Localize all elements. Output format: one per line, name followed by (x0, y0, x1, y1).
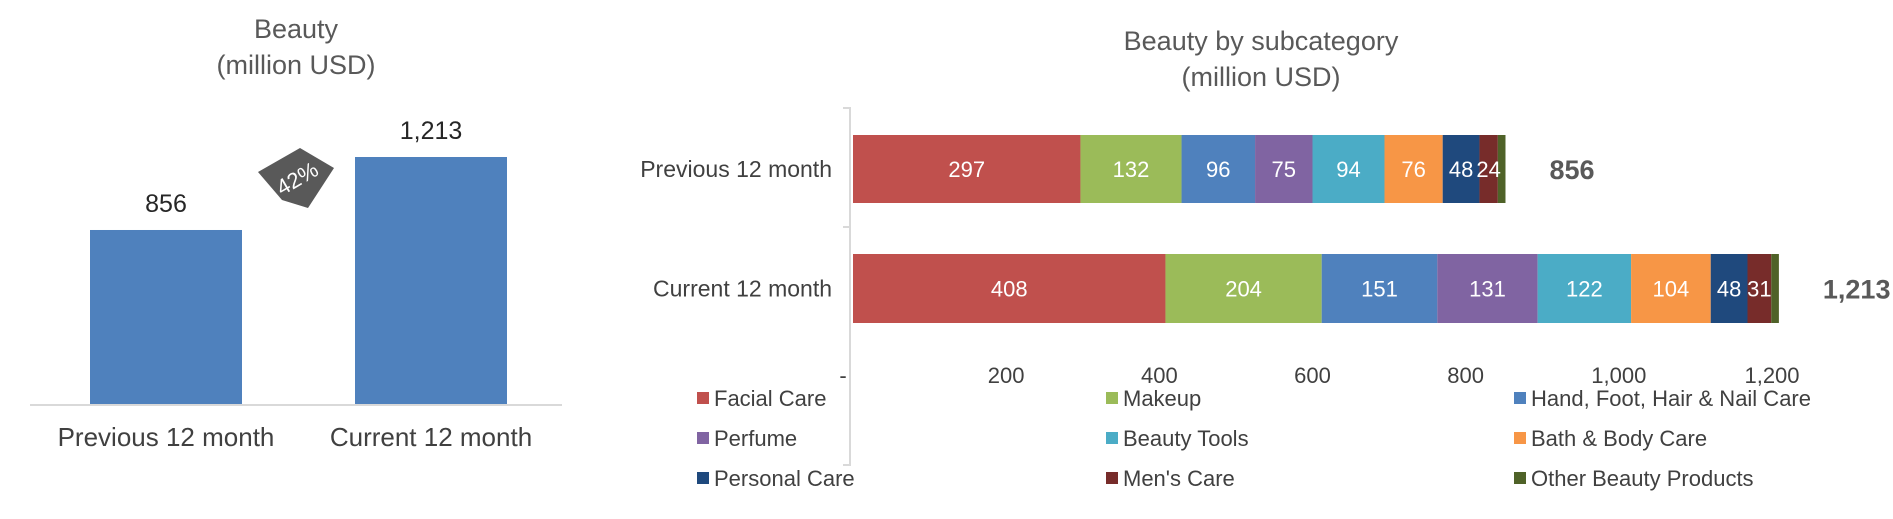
right-bar-segment (1312, 135, 1385, 203)
right-segment-label: 48 (1717, 277, 1741, 302)
right-total-label: 856 (1549, 155, 1594, 185)
right-bar-segment (1497, 135, 1506, 203)
legend-item: Personal Care (697, 466, 855, 491)
right-bar-segment (1710, 254, 1748, 323)
legend-item: Hand, Foot, Hair & Nail Care (1514, 386, 1811, 411)
right-bar-segment (1442, 135, 1480, 203)
right-bar-segment (1631, 254, 1711, 323)
growth-badge: 42% (258, 148, 334, 208)
legend-swatch (1514, 472, 1526, 484)
right-segment-label: 96 (1206, 157, 1230, 182)
right-category-labels: Previous 12 month Current 12 month (640, 156, 832, 302)
right-x-tick-label: 1,000 (1591, 363, 1646, 388)
right-bar-segment (1384, 135, 1443, 203)
right-segment-label: 24 (1476, 157, 1500, 182)
right-category-label: Current 12 month (653, 276, 832, 302)
legend-label: Other Beauty Products (1531, 466, 1754, 491)
right-segment-label: 297 (948, 157, 985, 182)
legend-label: Personal Care (714, 466, 855, 491)
right-segment-label: 131 (1469, 277, 1506, 302)
right-segment-label: 75 (1272, 157, 1296, 182)
legend-swatch (697, 472, 709, 484)
right-x-tick-label: - (839, 363, 846, 388)
right-bar-segment (1537, 254, 1632, 323)
legend-swatch (1106, 432, 1118, 444)
right-chart-subtitle: (million USD) (1181, 62, 1340, 92)
right-segment-label: 94 (1336, 157, 1360, 182)
right-bar-segment (1437, 254, 1538, 323)
right-bar-segment (1747, 254, 1772, 323)
right-bar-segment (1321, 254, 1438, 323)
left-category-labels: Previous 12 month Current 12 month (58, 422, 533, 452)
growth-badge-shape (258, 148, 334, 208)
legend-label: Makeup (1123, 386, 1201, 411)
right-segment-label: 104 (1653, 277, 1690, 302)
right-bar-segment (1181, 135, 1256, 203)
right-segment-label: 132 (1113, 157, 1150, 182)
left-bar-value-label: 1,213 (400, 117, 463, 145)
right-segment-label: 408 (991, 277, 1028, 302)
right-legend: Facial Care Makeup Hand, Foot, Hair & Nail… (697, 386, 1811, 491)
right-bar-segment (1771, 254, 1779, 323)
legend-item: Other Beauty Products (1514, 466, 1754, 491)
left-bar-value-label: 856 (145, 190, 187, 218)
right-category-label: Previous 12 month (640, 156, 832, 182)
right-category-axis (843, 107, 851, 466)
right-bar-segment (1165, 254, 1322, 323)
right-bar-segment (853, 254, 1166, 323)
legend-swatch (1106, 472, 1118, 484)
legend-label: Men's Care (1123, 466, 1235, 491)
left-bar-chart: Beauty (million USD) 856 1,213 Previous 1… (30, 14, 562, 452)
left-bars (90, 157, 507, 405)
right-stacked-segments (853, 135, 1779, 323)
right-x-tick-label: 200 (988, 363, 1025, 388)
right-segment-label: 76 (1401, 157, 1425, 182)
left-bar (355, 157, 507, 405)
legend-label: Bath & Body Care (1531, 426, 1707, 451)
right-bar-segment (853, 135, 1081, 203)
legend-label: Hand, Foot, Hair & Nail Care (1531, 386, 1811, 411)
left-chart-subtitle: (million USD) (216, 50, 375, 80)
right-bar-segment (1255, 135, 1313, 203)
right-segment-label: 31 (1747, 277, 1771, 302)
right-x-tick-label: 600 (1294, 363, 1331, 388)
legend-item: Facial Care (697, 386, 826, 411)
legend-label: Facial Care (714, 386, 826, 411)
right-bar-segment (1479, 135, 1498, 203)
right-segment-label: 151 (1361, 277, 1398, 302)
legend-swatch (697, 432, 709, 444)
right-x-tick-label: 400 (1141, 363, 1178, 388)
legend-item: Makeup (1106, 386, 1201, 411)
legend-label: Beauty Tools (1123, 426, 1249, 451)
left-value-labels: 856 1,213 (145, 117, 462, 218)
legend-swatch (697, 392, 709, 404)
legend-swatch (1106, 392, 1118, 404)
right-stacked-bar-chart: Beauty by subcategory (million USD) Prev… (640, 26, 1890, 491)
legend-label: Perfume (714, 426, 797, 451)
legend-swatch (1514, 432, 1526, 444)
right-total-label: 1,213 (1823, 275, 1891, 305)
right-chart-title: Beauty by subcategory (1124, 26, 1399, 56)
legend-swatch (1514, 392, 1526, 404)
right-segment-label: 122 (1566, 277, 1603, 302)
legend-item: Beauty Tools (1106, 426, 1249, 451)
right-x-tick-label: 1,200 (1744, 363, 1799, 388)
legend-item: Perfume (697, 426, 797, 451)
right-bar-segment (1080, 135, 1182, 203)
legend-item: Bath & Body Care (1514, 426, 1707, 451)
right-total-labels: 856 1,213 (1549, 155, 1890, 305)
right-segment-label: 48 (1449, 157, 1473, 182)
right-x-tick-labels: - 200 400 600 800 1,000 1,200 (839, 363, 1799, 388)
left-category-label: Current 12 month (330, 422, 532, 452)
right-segment-label: 204 (1225, 277, 1262, 302)
right-x-tick-label: 800 (1447, 363, 1484, 388)
left-category-label: Previous 12 month (58, 422, 275, 452)
left-chart-title: Beauty (254, 14, 339, 44)
left-bar (90, 229, 242, 405)
legend-item: Men's Care (1106, 466, 1235, 491)
